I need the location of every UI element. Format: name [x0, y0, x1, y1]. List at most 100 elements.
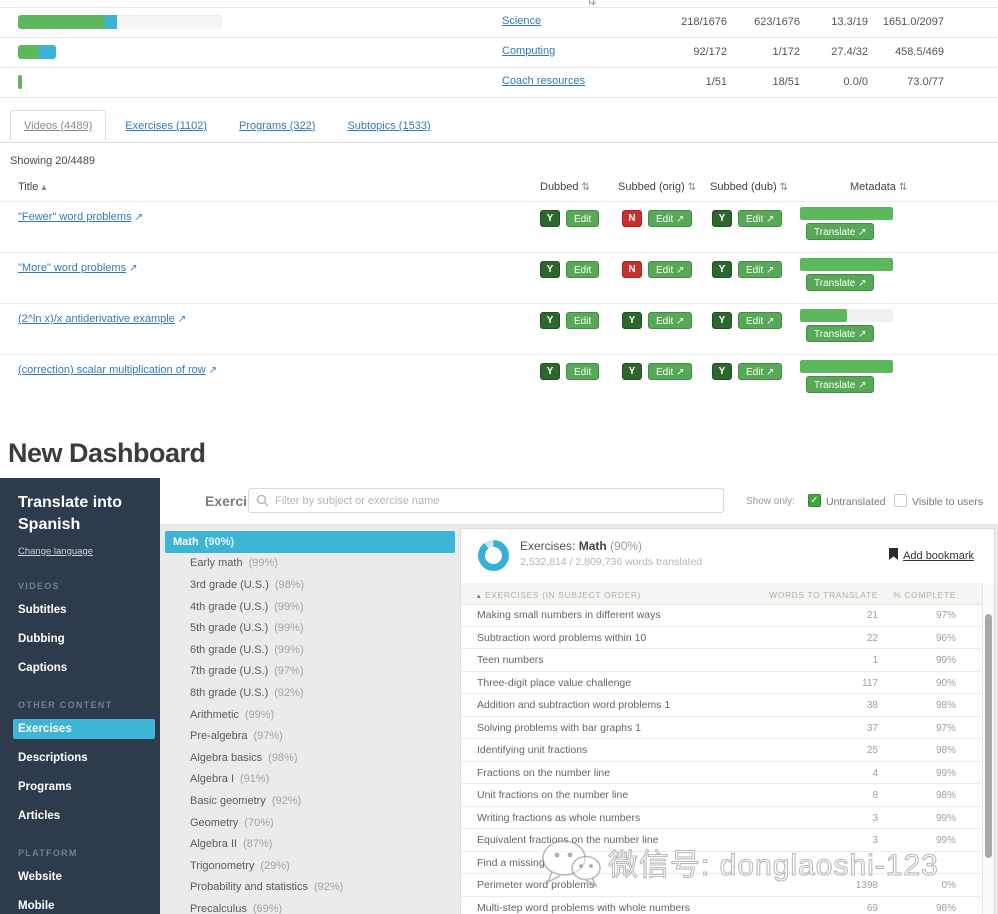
subject-item[interactable]: 6th grade (U.S.) (99%) [165, 639, 461, 661]
exercise-row[interactable]: Perimeter word problems 1398 0% [461, 874, 994, 897]
subject-item[interactable]: 8th grade (U.S.) (92%) [165, 682, 461, 704]
untranslated-checkbox-label[interactable]: Untranslated [826, 496, 886, 508]
video-title-link[interactable]: "Fewer" word problems ↗ [18, 211, 143, 223]
visible-to-users-checkbox-label[interactable]: Visible to users [912, 496, 984, 508]
subject-item[interactable]: Early math (99%) [165, 553, 461, 575]
exercise-row[interactable]: Equivalent fractions on the number line 3… [461, 829, 994, 852]
translate-button[interactable]: Translate ↗ [806, 223, 875, 240]
content-tabs: Videos (4489) Exercises (1102) Programs (3… [0, 110, 998, 143]
sidebar-item-exercises[interactable]: Exercises [13, 718, 155, 739]
subject-name: Early math [190, 557, 243, 570]
subject-item[interactable]: Pre-algebra (97%) [165, 725, 461, 747]
page-title: New Dashboard [8, 438, 206, 468]
subject-link[interactable]: Computing [502, 45, 556, 57]
exercise-rows: Making small numbers in different ways 21… [461, 604, 994, 914]
subject-item[interactable]: Probability and statistics (92%) [165, 877, 461, 899]
edit-button[interactable]: Edit ↗ [738, 312, 783, 329]
sidebar-item-captions[interactable]: Captions [18, 661, 68, 674]
exercise-row[interactable]: Teen numbers 1 99% [461, 649, 994, 672]
column-subbed-dub-label: Subbed (dub) [710, 181, 777, 193]
translate-button[interactable]: Translate ↗ [806, 274, 875, 291]
status-badge-y: Y [712, 312, 732, 329]
add-bookmark-label: Add bookmark [903, 550, 974, 562]
edit-button[interactable]: Edit ↗ [648, 210, 693, 227]
video-title-link[interactable]: (2^ln x)/x antiderivative example ↗ [18, 313, 187, 325]
edit-button[interactable]: Edit ↗ [648, 312, 693, 329]
filter-input[interactable] [248, 488, 724, 513]
sidebar-item-mobile[interactable]: Mobile [18, 899, 55, 912]
exercise-row[interactable]: Multi-step word problems with whole numb… [461, 897, 994, 914]
sidebar-item-programs[interactable]: Programs [18, 780, 72, 793]
exercise-name: Find a missing [477, 856, 545, 869]
tab-videos[interactable]: Videos (4489) [10, 110, 107, 141]
subject-item[interactable]: 3rd grade (U.S.) (98%) [165, 574, 461, 596]
subject-item[interactable]: Geometry (70%) [165, 812, 461, 834]
visible-to-users-checkbox[interactable] [894, 494, 907, 507]
exercise-row[interactable]: Fractions on the number line 4 99% [461, 762, 994, 784]
sidebar-item-subtitles[interactable]: Subtitles [18, 603, 67, 616]
subject-percent: (99%) [274, 600, 304, 613]
panel-title-percent: (90%) [610, 539, 643, 553]
subject-item[interactable]: Arithmetic (99%) [165, 704, 461, 726]
exercise-words: 4 [872, 767, 878, 779]
edit-button[interactable]: Edit [566, 210, 600, 227]
column-header-metadata[interactable]: Metadata ⇅ [850, 181, 907, 193]
subject-item[interactable]: 5th grade (U.S.) (99%) [165, 617, 461, 639]
exercise-row[interactable]: Identifying unit fractions 25 98% [461, 739, 994, 762]
edit-button[interactable]: Edit ↗ [738, 210, 783, 227]
exercise-row[interactable]: Making small numbers in different ways 21… [461, 604, 994, 627]
sidebar-title: Translate into Spanish [18, 494, 123, 534]
scrollbar-thumb[interactable] [985, 614, 992, 858]
column-header-subbed-dub[interactable]: Subbed (dub) ⇅ [710, 181, 788, 193]
edit-button[interactable]: Edit [566, 363, 600, 380]
exercise-row[interactable]: Addition and subtraction word problems 1… [461, 694, 994, 717]
sidebar-item-articles[interactable]: Articles [18, 809, 61, 822]
exercise-row[interactable]: Unit fractions on the number line 8 98% [461, 784, 994, 807]
change-language-link[interactable]: Change language [18, 545, 94, 557]
tab-programs[interactable]: Programs (322) [239, 120, 316, 132]
edit-button[interactable]: Edit ↗ [738, 261, 783, 278]
edit-button[interactable]: Edit ↗ [738, 363, 783, 380]
translate-button[interactable]: Translate ↗ [806, 325, 875, 342]
subject-item[interactable]: 7th grade (U.S.) (97%) [165, 661, 461, 683]
stat-value: 218/1676 [681, 16, 727, 28]
exercise-words: 21 [866, 610, 878, 621]
subject-name: Algebra I [190, 773, 235, 786]
exercise-row[interactable]: Solving problems with bar graphs 1 37 97% [461, 717, 994, 739]
column-header-subbed-orig[interactable]: Subbed (orig) ⇅ [618, 181, 696, 193]
subject-name: Trigonometry [190, 859, 255, 872]
progress-green-segment [18, 45, 39, 59]
translate-button[interactable]: Translate ↗ [806, 376, 875, 393]
exercise-row[interactable]: Three-digit place value challenge 117 90% [461, 672, 994, 694]
video-title-link[interactable]: (correction) scalar multiplication of ro… [18, 364, 218, 376]
edit-button[interactable]: Edit ↗ [648, 261, 693, 278]
exercise-row[interactable]: Writing fractions as whole numbers 3 99% [461, 807, 994, 829]
edit-button[interactable]: Edit [566, 312, 600, 329]
untranslated-checkbox[interactable]: ✓ [808, 494, 821, 507]
subject-item[interactable]: 4th grade (U.S.) (99%) [165, 596, 461, 618]
video-title-link[interactable]: "More" word problems ↗ [18, 262, 138, 274]
subject-item[interactable]: Algebra II (87%) [165, 833, 461, 855]
tab-exercises[interactable]: Exercises (1102) [125, 120, 208, 132]
subject-item[interactable]: Algebra basics (98%) [165, 747, 461, 769]
exercise-row[interactable]: Subtraction word problems within 10 22 96% [461, 627, 994, 649]
subject-name: 8th grade (U.S.) [190, 686, 269, 699]
subject-item[interactable]: Basic geometry (92%) [165, 790, 461, 812]
add-bookmark-link[interactable]: Add bookmark [889, 548, 974, 562]
subject-item[interactable]: Trigonometry (29%) [165, 855, 461, 877]
edit-button[interactable]: Edit [566, 261, 600, 278]
progress-blue-segment [105, 15, 117, 29]
sidebar-item-dubbing[interactable]: Dubbing [18, 632, 65, 645]
subject-item[interactable]: Precalculus (69%) [165, 898, 461, 914]
column-header-title[interactable]: Title ▴ [18, 181, 46, 193]
subject-item[interactable]: Algebra I (91%) [165, 769, 461, 791]
subject-link[interactable]: Coach resources [502, 75, 586, 87]
tab-subtopics[interactable]: Subtopics (1533) [347, 120, 431, 132]
edit-button[interactable]: Edit ↗ [648, 363, 693, 380]
exercise-row[interactable]: Find a missing [461, 852, 994, 874]
sidebar-item-website[interactable]: Website [18, 870, 62, 883]
sidebar-item-descriptions[interactable]: Descriptions [18, 751, 88, 764]
subject-item[interactable]: Math (90%) [165, 531, 455, 553]
subject-link[interactable]: Science [502, 15, 542, 27]
column-header-dubbed[interactable]: Dubbed ⇅ [540, 181, 590, 193]
